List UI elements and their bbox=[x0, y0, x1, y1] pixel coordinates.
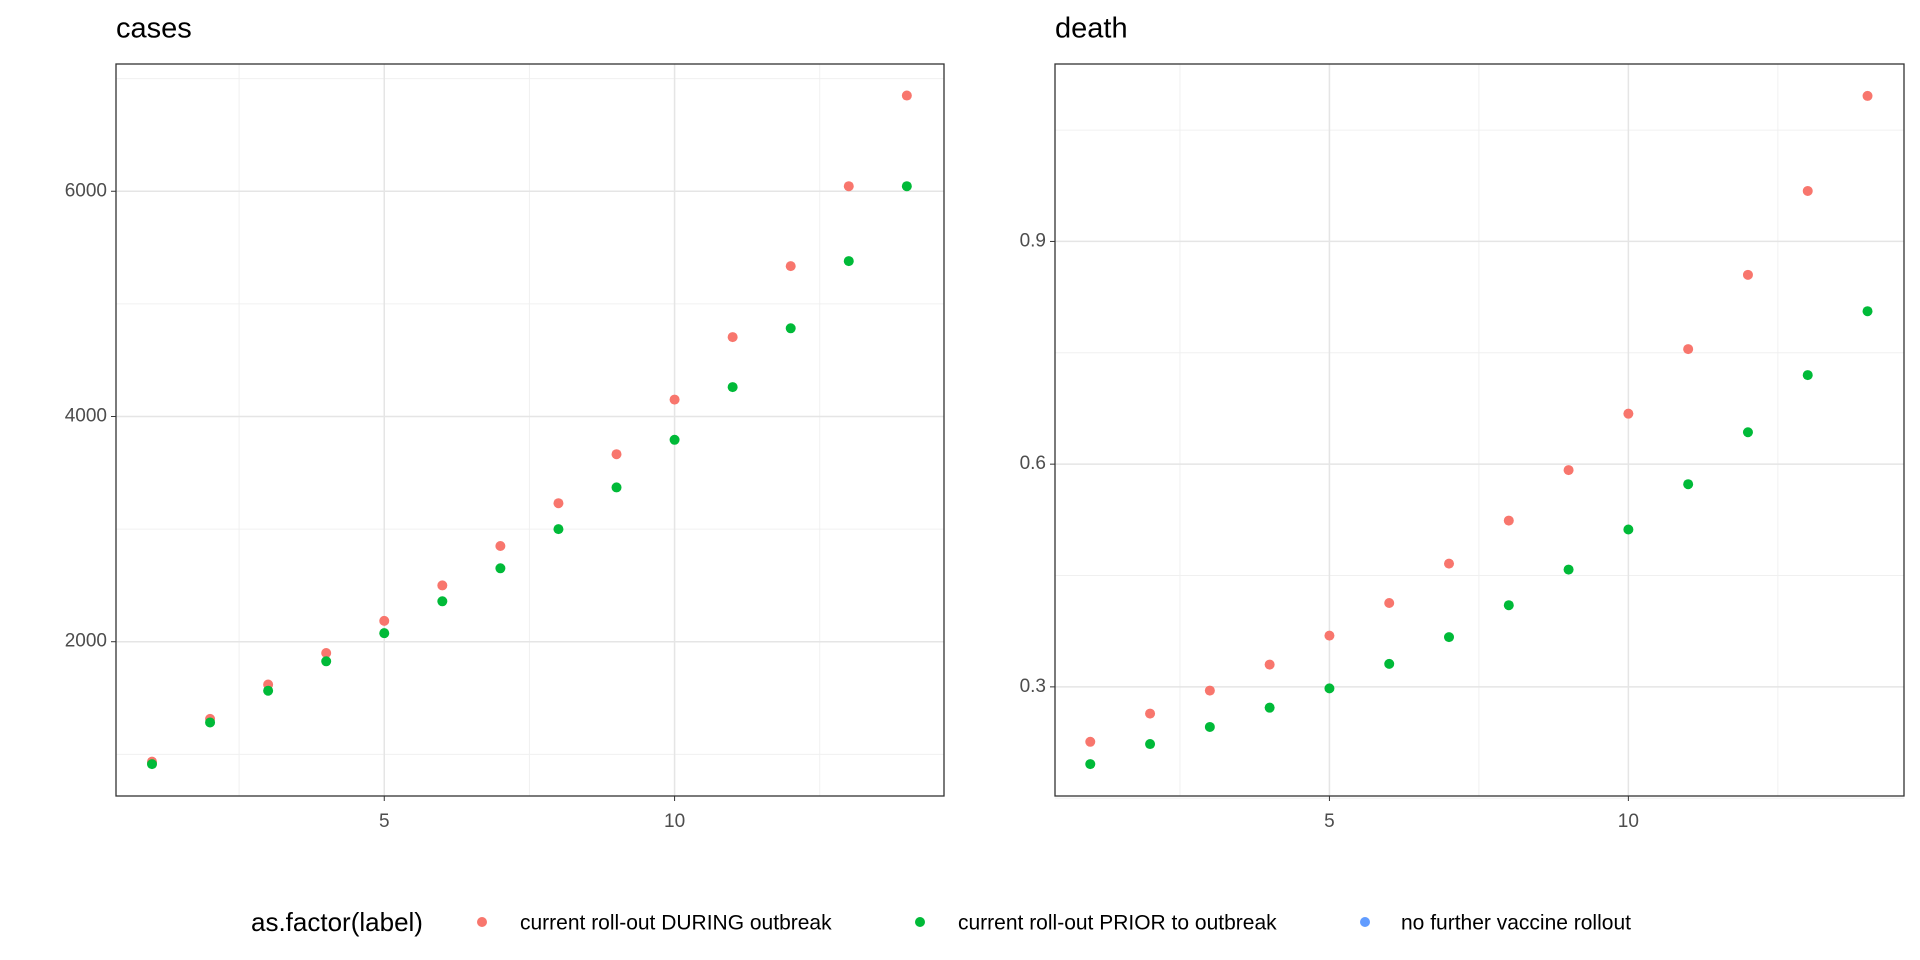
point bbox=[1683, 344, 1694, 355]
point bbox=[437, 596, 448, 607]
point bbox=[495, 563, 506, 574]
point bbox=[1742, 427, 1753, 438]
point bbox=[1623, 524, 1634, 535]
point bbox=[1742, 269, 1753, 280]
x-tick-label: 5 bbox=[379, 811, 390, 832]
point bbox=[321, 656, 332, 667]
x-tick-label: 5 bbox=[1324, 811, 1335, 832]
point bbox=[1384, 597, 1395, 608]
point bbox=[1563, 564, 1574, 575]
y-tick-label: 0.6 bbox=[1020, 453, 1046, 474]
point bbox=[1683, 479, 1694, 490]
point bbox=[727, 382, 738, 393]
point bbox=[1384, 658, 1395, 669]
point bbox=[205, 717, 216, 728]
chart-title: death bbox=[1055, 13, 1128, 45]
plot-border bbox=[1054, 63, 1905, 797]
point bbox=[553, 498, 564, 509]
point bbox=[1503, 515, 1514, 526]
point bbox=[669, 434, 680, 445]
legend-label: current roll-out DURING outbreak bbox=[520, 912, 832, 935]
y-tick-label: 4000 bbox=[65, 406, 107, 427]
y-tick-label: 2000 bbox=[65, 631, 107, 652]
point bbox=[1085, 759, 1096, 770]
point bbox=[1503, 600, 1514, 611]
point bbox=[147, 759, 157, 770]
legend-label: current roll-out PRIOR to outbreak bbox=[958, 912, 1277, 935]
point bbox=[843, 256, 854, 267]
legend-key bbox=[477, 917, 487, 927]
point bbox=[843, 181, 854, 192]
point bbox=[611, 482, 622, 493]
point bbox=[1802, 370, 1813, 381]
point bbox=[785, 323, 796, 334]
point bbox=[379, 615, 390, 626]
legend-key bbox=[915, 917, 925, 927]
point bbox=[321, 647, 332, 658]
point bbox=[1444, 558, 1455, 569]
plot-border bbox=[115, 63, 945, 797]
point bbox=[1802, 185, 1813, 196]
point bbox=[611, 449, 622, 460]
point bbox=[669, 394, 680, 405]
point bbox=[901, 90, 912, 101]
y-tick-label: 0.9 bbox=[1020, 230, 1046, 251]
legend-title: as.factor(label) bbox=[251, 907, 423, 937]
point bbox=[1264, 659, 1275, 670]
point bbox=[437, 580, 448, 591]
point bbox=[1204, 721, 1215, 732]
point bbox=[901, 181, 912, 192]
x-tick-label: 10 bbox=[664, 811, 685, 832]
y-tick-label: 0.3 bbox=[1020, 676, 1046, 697]
point bbox=[785, 261, 796, 272]
point bbox=[1085, 736, 1096, 747]
y-tick-label: 6000 bbox=[65, 180, 107, 201]
point bbox=[1324, 630, 1335, 641]
legend-key bbox=[1360, 917, 1370, 927]
point bbox=[1563, 465, 1574, 476]
point bbox=[1204, 685, 1215, 696]
point bbox=[1862, 90, 1873, 101]
point bbox=[1145, 708, 1156, 719]
point bbox=[1324, 683, 1335, 694]
legend-label: no further vaccine rollout bbox=[1401, 912, 1631, 935]
x-tick-label: 10 bbox=[1618, 811, 1639, 832]
point bbox=[263, 685, 274, 696]
point bbox=[1623, 408, 1634, 419]
point bbox=[727, 332, 738, 343]
chart-title: cases bbox=[116, 13, 192, 45]
point bbox=[495, 540, 506, 551]
point bbox=[1862, 306, 1873, 317]
point bbox=[1444, 632, 1455, 643]
point bbox=[553, 524, 564, 535]
point bbox=[379, 628, 390, 639]
point bbox=[1264, 702, 1275, 713]
point bbox=[1145, 739, 1156, 750]
